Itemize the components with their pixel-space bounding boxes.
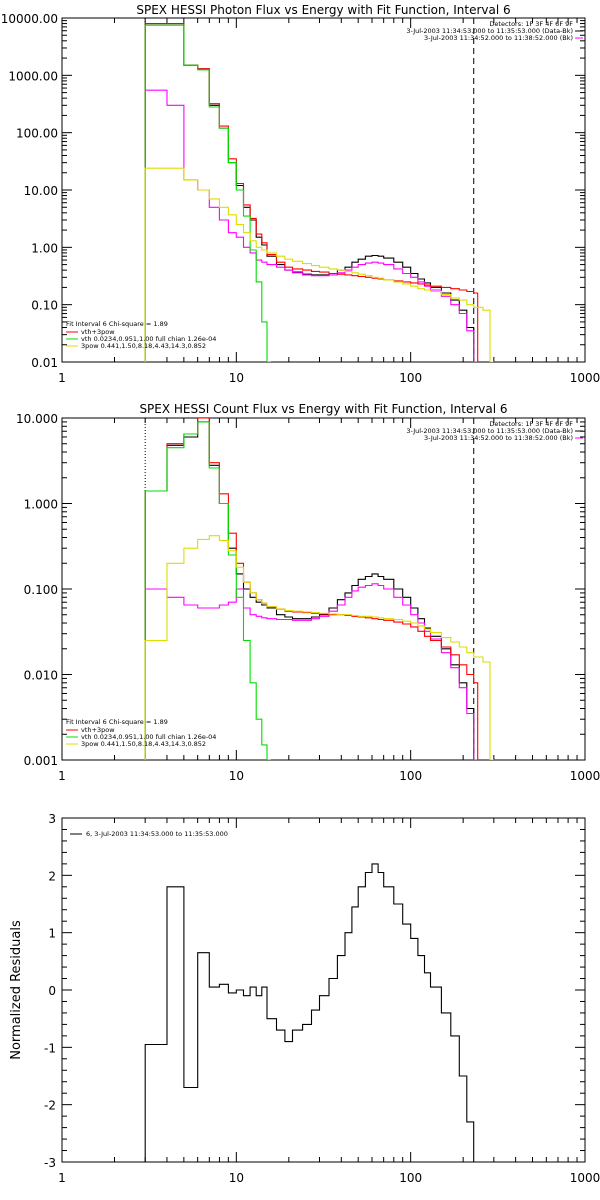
y-tick-label: 0.010 xyxy=(24,669,58,683)
series-data-bk xyxy=(144,421,478,760)
series-vth-3pow xyxy=(144,23,479,362)
legend-entry: 6, 3-Jul-2003 11:34:53.000 to 11:35:53.0… xyxy=(86,830,228,838)
x-tick-label: 1000 xyxy=(570,1171,600,1185)
y-tick-label: -3 xyxy=(44,1156,56,1170)
legend-entry: 3pow 0.441,1.50,8.18,4.43,14.3,0.852 xyxy=(81,740,206,748)
legend-entry: vth+3pow xyxy=(81,328,115,336)
series-3pow xyxy=(144,167,494,362)
y-tick-label: -1 xyxy=(44,1041,56,1055)
series-bk xyxy=(144,89,478,362)
detector-header-line: 3-Jul-2003 11:34:52.000 to 11:38:52.000 … xyxy=(424,34,573,42)
series-vth xyxy=(144,421,271,760)
x-tick-label: 10 xyxy=(229,1171,244,1185)
legend-entry: vth 0.0234,0.951,1.00 full chian 1.26e-0… xyxy=(81,733,216,741)
y-tick-label: 10000.00 xyxy=(1,12,58,26)
y-tick-label: 0.100 xyxy=(24,583,58,597)
legend-entry: vth+3pow xyxy=(81,726,115,734)
x-tick-label: 100 xyxy=(399,371,422,385)
series-data-bk xyxy=(144,23,478,362)
detector-header-line: Detectors: 1F 3F 4F 6F 9F xyxy=(489,20,573,28)
legend-entry: 3pow 0.441,1.50,8.18,4.43,14.3,0.852 xyxy=(81,342,206,350)
x-tick-label: 10 xyxy=(229,371,244,385)
legend-entry: vth 0.0234,0.951,1.00 full chian 1.26e-0… xyxy=(81,335,216,343)
y-tick-label: 0.10 xyxy=(31,299,58,313)
series-vth xyxy=(144,24,271,362)
legend-title: Fit Interval 6 Chi-square = 1.89 xyxy=(66,718,168,726)
series-bk xyxy=(144,583,478,760)
detector-header-line: Detectors: 1F 3F 4F 6F 9F xyxy=(489,420,573,428)
y-tick-label: 1 xyxy=(48,927,56,941)
y-tick-label: 10.000 xyxy=(16,412,58,426)
y-tick-label: 1.000 xyxy=(24,498,58,512)
x-tick-label: 10 xyxy=(229,769,244,783)
x-tick-label: 100 xyxy=(399,769,422,783)
y-tick-label: 10.00 xyxy=(24,184,58,198)
y-tick-label: 1000.00 xyxy=(8,69,58,83)
y-tick-label: 100.00 xyxy=(16,127,58,141)
axes-frame xyxy=(61,417,586,761)
x-tick-label: 100 xyxy=(399,1171,422,1185)
chart-title: SPEX HESSI Count Flux vs Energy with Fit… xyxy=(139,402,507,416)
chart-title: SPEX HESSI Photon Flux vs Energy with Fi… xyxy=(136,3,510,17)
count-flux-plot: SPEX HESSI Count Flux vs Energy with Fit… xyxy=(16,402,600,783)
series-3pow xyxy=(144,535,494,760)
x-tick-label: 1000 xyxy=(570,769,600,783)
x-tick-label: 1 xyxy=(58,1171,66,1185)
y-tick-label: 0 xyxy=(48,984,56,998)
legend-title: Fit Interval 6 Chi-square = 1.89 xyxy=(66,320,168,328)
x-tick-label: 1 xyxy=(58,371,66,385)
y-tick-label: 2 xyxy=(48,869,56,883)
photon-flux-plot: SPEX HESSI Photon Flux vs Energy with Fi… xyxy=(1,3,600,385)
y-tick-label: 0.01 xyxy=(31,356,58,370)
residuals-plot: 1 10 100 1000 -3 -2 -1 0 1 2 3 Normalized Residuals… xyxy=(9,812,600,1185)
series-6-3-jul-2003-11-34-53-000-to-11-35-53-000 xyxy=(144,863,478,1162)
series-vth-3pow xyxy=(144,418,479,760)
y-tick-label: 3 xyxy=(48,812,56,826)
y-tick-label: 1.00 xyxy=(31,241,58,255)
y-tick-label: -2 xyxy=(44,1099,56,1113)
detector-header-line: 3-Jul-2003 11:34:53.000 to 11:35:53.000 … xyxy=(406,427,573,435)
detector-header-line: 3-Jul-2003 11:34:53.000 to 11:35:53.000 … xyxy=(406,27,573,35)
x-tick-label: 1 xyxy=(58,769,66,783)
detector-header-line: 3-Jul-2003 11:34:52.000 to 11:38:52.000 … xyxy=(424,434,573,442)
y-tick-label: 0.001 xyxy=(24,754,58,768)
axes-frame xyxy=(61,17,586,363)
y-axis-label: Normalized Residuals xyxy=(9,920,24,1060)
axes-frame xyxy=(61,817,586,1163)
x-tick-label: 1000 xyxy=(570,371,600,385)
